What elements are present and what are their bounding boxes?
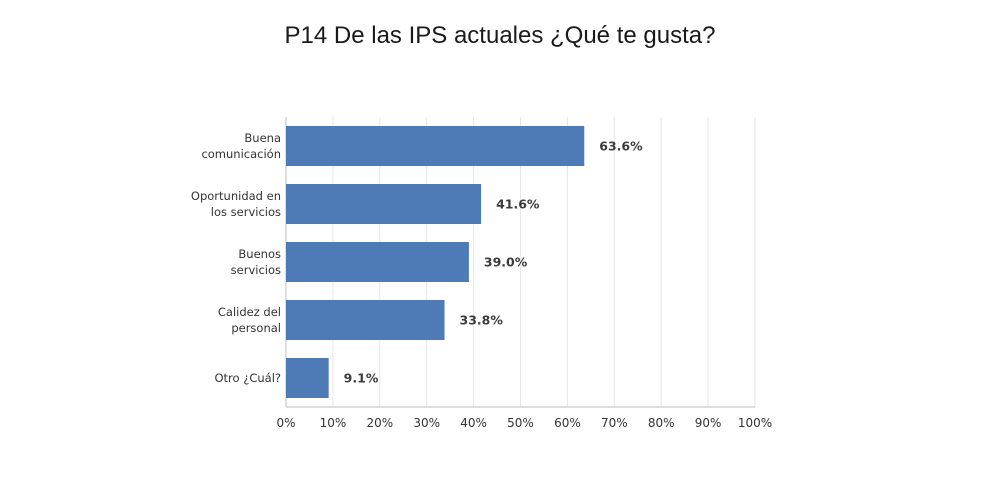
data-label: 39.0% [484, 255, 528, 270]
x-tick-label: 20% [366, 416, 393, 430]
category-label: servicios [231, 263, 281, 277]
bar [286, 126, 585, 166]
category-label: Buenos [238, 247, 281, 261]
category-label: personal [231, 321, 281, 335]
category-label: Otro ¿Cuál? [215, 371, 282, 385]
labels: 0% 10% 20% 30% 40% 50% 60% 70% 80% 90% 100% 63.6% Bu… [191, 131, 772, 430]
x-tick-label: 100% [738, 416, 772, 430]
x-tick-label: 90% [695, 416, 722, 430]
data-label: 9.1% [344, 371, 379, 386]
x-tick-label: 40% [460, 416, 487, 430]
x-tick-label: 60% [554, 416, 581, 430]
bar [286, 358, 329, 398]
category-label: Calidez del [218, 305, 281, 319]
bars [286, 126, 585, 398]
chart-title: P14 De las IPS actuales ¿Qué te gusta? [284, 22, 716, 49]
category-label: Oportunidad en [191, 189, 281, 203]
x-tick-label: 0% [276, 416, 295, 430]
bar [286, 242, 469, 282]
x-tick-label: 80% [648, 416, 675, 430]
bar [286, 300, 445, 340]
category-label: Buena [244, 131, 281, 145]
x-tick-label: 10% [320, 416, 347, 430]
data-label: 33.8% [460, 313, 504, 328]
x-tick-label: 50% [507, 416, 534, 430]
data-label: 41.6% [496, 197, 540, 212]
x-tick-label: 70% [601, 416, 628, 430]
category-label: comunicación [201, 147, 281, 161]
data-label: 63.6% [599, 139, 643, 154]
bar [286, 184, 482, 224]
category-label: los servicios [211, 205, 281, 219]
x-tick-label: 30% [413, 416, 440, 430]
